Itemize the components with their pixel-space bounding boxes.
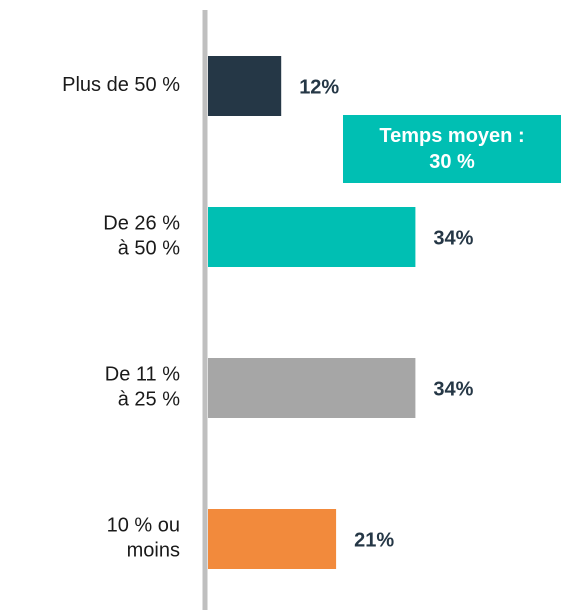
value-label: 21% (354, 529, 394, 551)
category-label: 10 % ou moins (107, 515, 180, 562)
value-label: 12% (299, 76, 339, 98)
value-label: 34% (433, 378, 473, 400)
annotation: Temps moyen :30 % (379, 125, 524, 173)
category-label: De 26 % à 50 % (103, 213, 180, 260)
category-label: De 11 % à 25 % (105, 364, 180, 411)
value-label: 34% (433, 227, 473, 249)
bar (208, 207, 416, 267)
annotation-box (343, 115, 561, 183)
category-label: Plus de 50 % (62, 74, 180, 96)
bar (208, 358, 416, 418)
bar (208, 509, 337, 569)
bar (208, 56, 282, 116)
